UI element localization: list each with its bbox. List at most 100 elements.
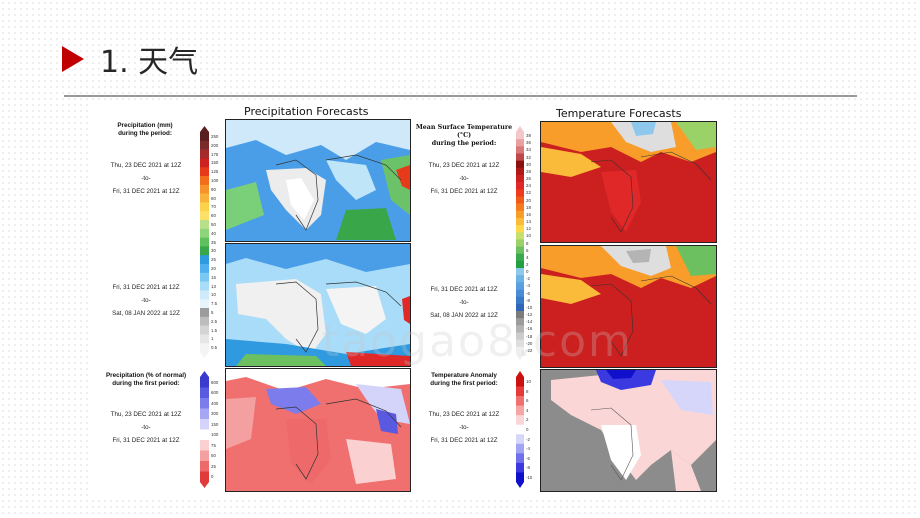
colorbar-tick-label: 16 (211, 274, 216, 280)
colorbar-swatch (200, 471, 209, 483)
precip-normal-legend-heading: Precipitation (% of normal) during the f… (105, 372, 187, 387)
temp-anomaly-legend-heading: Temperature Anomaly during the first per… (430, 372, 498, 387)
colorbar-tick-label: -14 (526, 319, 533, 325)
colorbar-swatch (200, 184, 209, 194)
colorbar-tick-label: -16 (526, 326, 533, 332)
colorbar-tick-label: 18 (526, 204, 531, 210)
colorbar-tick-label: 2.5 (211, 318, 218, 324)
colorbar-swatch (516, 210, 524, 219)
colorbar-tick-label: 300 (211, 411, 219, 417)
colorbar-tick-label: 13 (211, 283, 216, 289)
temp-period-1: Thu, 23 DEC 2021 at 12Z -to- Fri, 31 DEC… (428, 162, 500, 195)
colorbar-swatch (516, 167, 524, 176)
colorbar-tick-label: 0 (526, 427, 529, 432)
precip-percent-normal-map (225, 368, 411, 492)
precip-period-1: Thu, 23 DEC 2021 at 12Z -to- Fri, 31 DEC… (110, 162, 182, 195)
colorbar-swatch (200, 255, 209, 265)
colorbar-bottom-cap (516, 354, 524, 360)
colorbar-swatch (516, 182, 524, 190)
colorbar-swatch (516, 434, 524, 445)
colorbar-top-cap (516, 126, 524, 132)
colorbar-tick-label: -10 (526, 474, 533, 480)
colorbar-bottom-cap (516, 482, 524, 488)
colorbar-swatch (516, 377, 524, 387)
colorbar-swatch (516, 246, 524, 255)
colorbar-swatch (200, 167, 209, 177)
title-divider (64, 95, 857, 97)
colorbar-tick-label: 5 (211, 309, 214, 315)
colorbar-tick-label: -4 (526, 446, 530, 452)
colorbar-tick-label: -6 (526, 290, 530, 296)
colorbar-swatch (200, 272, 209, 282)
temp-map-week1 (540, 121, 717, 243)
colorbar-swatch (200, 377, 209, 388)
colorbar-tick-label: 150 (211, 421, 219, 427)
colorbar-swatch (200, 140, 209, 150)
precip-normal-period: Thu, 23 DEC 2021 at 12Z -to- Fri, 31 DEC… (110, 411, 182, 444)
temp-anomaly-period: Thu, 23 DEC 2021 at 12Z -to- Fri, 31 DEC… (428, 411, 500, 444)
colorbar-swatch (516, 339, 524, 348)
colorbar-tick-label: 24 (526, 183, 531, 189)
colorbar-swatch (200, 202, 209, 212)
colorbar-swatch (200, 343, 209, 353)
precip-map-week2 (225, 243, 411, 367)
precip-forecasts-title: Precipitation Forecasts (244, 105, 369, 118)
colorbar-swatch (516, 232, 524, 240)
colorbar-swatch (200, 429, 209, 441)
colorbar-swatch (200, 308, 209, 318)
colorbar-tick-label: 100 (211, 177, 219, 183)
colorbar-tick-label: 22 (526, 190, 531, 196)
colorbar-bottom-cap (200, 482, 209, 488)
colorbar-swatch (200, 264, 209, 274)
colorbar-swatch (200, 281, 209, 291)
colorbar-tick-label: 400 (211, 400, 219, 406)
colorbar-tick-label: 175 (211, 151, 219, 157)
colorbar-tick-label: 90 (211, 186, 216, 192)
colorbar-tick-label: -12 (526, 312, 533, 318)
colorbar-tick-label: 10 (526, 379, 531, 385)
colorbar-tick-label: 0.5 (211, 345, 218, 351)
colorbar-swatch (516, 289, 524, 298)
colorbar-swatch (516, 396, 524, 406)
temp-anomaly-colorbar: 10 8 6 4 2 0 -2 -4 -6 -8 -10 (516, 371, 532, 488)
colorbar-swatch (516, 415, 524, 426)
colorbar-tick-label: 75 (211, 442, 216, 448)
colorbar-tick-label: -10 (526, 304, 533, 310)
colorbar-swatch (516, 386, 524, 397)
colorbar-swatch (200, 149, 209, 159)
colorbar-tick-label: 0 (526, 269, 529, 275)
colorbar-tick-label: 30 (211, 248, 216, 254)
colorbar-swatch (516, 268, 524, 276)
colorbar-tick-label: 1 (211, 336, 214, 342)
colorbar-swatch (516, 132, 524, 140)
colorbar-top-cap (516, 371, 524, 377)
colorbar-swatch (516, 296, 524, 305)
colorbar-tick-label: -4 (526, 283, 530, 289)
colorbar-tick-label: 10 (211, 292, 216, 298)
colorbar-tick-label: 2 (526, 417, 529, 423)
colorbar-swatch (516, 253, 524, 262)
colorbar-swatch (200, 132, 209, 142)
colorbar-swatch (516, 332, 524, 340)
colorbar-swatch (516, 424, 524, 435)
colorbar-tick-label: -8 (526, 297, 530, 303)
precip-period-2: Fri, 31 DEC 2021 at 12Z -to- Sat, 08 JAN… (112, 284, 180, 317)
colorbar-tick-label: 35 (211, 239, 216, 245)
temp-map-week2 (540, 245, 717, 368)
colorbar-tick-label: 10 (526, 233, 531, 239)
colorbar-swatch (200, 220, 209, 230)
colorbar-tick-label: 16 (526, 211, 531, 217)
colorbar-tick-label: 20 (526, 197, 531, 203)
colorbar-swatch (516, 346, 524, 355)
precip-normal-colorbar: 800 600 400 300 150 100 75 50 25 0 (200, 371, 218, 488)
colorbar-swatch (200, 387, 209, 399)
colorbar-swatch (516, 325, 524, 333)
colorbar-swatch (516, 225, 524, 233)
colorbar-swatch (516, 153, 524, 161)
slide-title: 1. 天气 (62, 36, 198, 82)
colorbar-swatch (200, 325, 209, 335)
colorbar-top-cap (200, 126, 209, 132)
colorbar-tick-label: 34 (526, 147, 531, 153)
colorbar-tick-label: 60 (211, 213, 216, 219)
colorbar-swatch (200, 211, 209, 221)
